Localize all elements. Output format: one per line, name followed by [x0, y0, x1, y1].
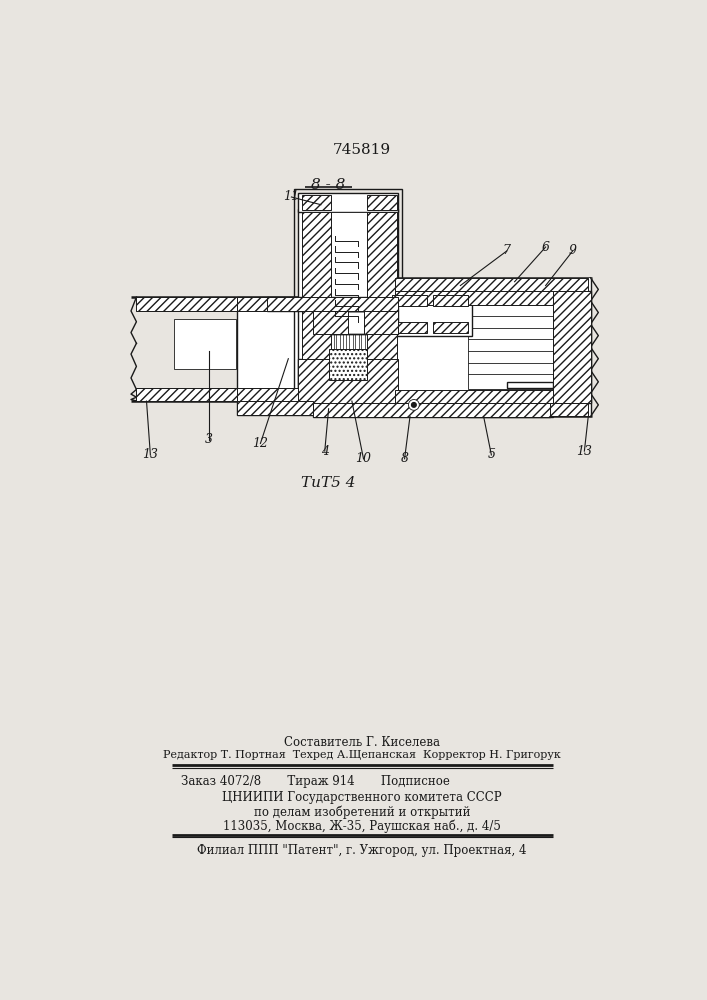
Bar	[298, 193, 398, 212]
Text: 113035, Москва, Ж-35, Раушская наб., д. 4/5: 113035, Москва, Ж-35, Раушская наб., д. …	[223, 819, 501, 833]
Bar	[298, 209, 398, 405]
Text: 9: 9	[568, 244, 577, 257]
Bar	[395, 403, 588, 416]
Bar	[368, 212, 397, 401]
Bar	[298, 359, 398, 405]
Text: 12: 12	[252, 437, 269, 450]
Bar	[237, 401, 313, 415]
Bar	[349, 334, 353, 349]
Bar	[433, 295, 468, 306]
Bar	[301, 212, 331, 401]
Text: 10: 10	[356, 452, 371, 465]
Bar	[237, 388, 313, 401]
Text: 7: 7	[503, 244, 511, 257]
Bar	[368, 212, 397, 401]
Bar	[395, 291, 554, 403]
Bar	[554, 291, 590, 403]
Bar	[330, 334, 334, 349]
Text: 8: 8	[401, 452, 409, 465]
Bar	[368, 195, 397, 210]
Text: Заказ 4072/8       Тираж 914       Подписное: Заказ 4072/8 Тираж 914 Подписное	[182, 774, 450, 788]
Bar	[355, 334, 359, 349]
Bar	[337, 334, 340, 349]
Bar	[327, 332, 370, 401]
Text: Редактор Т. Портная  Техред А.Щепанская  Корректор Н. Григорук: Редактор Т. Портная Техред А.Щепанская К…	[163, 750, 561, 760]
Bar	[313, 403, 549, 417]
Text: по делам изобретений и открытий: по делам изобретений и открытий	[254, 805, 470, 819]
Bar	[331, 212, 368, 401]
Bar	[361, 382, 365, 397]
Bar	[392, 322, 427, 333]
Bar	[468, 389, 554, 417]
Text: 5: 5	[487, 448, 496, 461]
Bar	[301, 195, 331, 210]
Bar	[174, 319, 235, 369]
Bar	[136, 297, 237, 311]
Text: 11: 11	[284, 190, 300, 204]
Bar	[507, 382, 554, 388]
Text: 745819: 745819	[333, 143, 391, 157]
Bar	[313, 403, 549, 417]
Text: ЦНИИПИ Государственного комитета СССР: ЦНИИПИ Государственного комитета СССР	[222, 791, 502, 804]
Text: 6: 6	[542, 241, 549, 254]
Bar	[468, 305, 554, 389]
Text: ΤиТ5 4: ΤиТ5 4	[301, 476, 356, 490]
Bar	[267, 297, 398, 311]
Bar	[330, 382, 334, 397]
Text: 4: 4	[321, 445, 329, 458]
Bar	[349, 382, 353, 397]
Bar	[237, 297, 313, 401]
Bar	[395, 278, 592, 416]
Circle shape	[411, 403, 416, 407]
Text: 13: 13	[142, 448, 158, 461]
Bar	[313, 311, 348, 334]
Bar	[293, 189, 402, 405]
Bar	[329, 349, 368, 380]
Bar	[237, 297, 313, 311]
Bar	[301, 212, 331, 401]
Text: 3: 3	[204, 433, 213, 446]
Bar	[554, 291, 590, 403]
Bar	[363, 311, 398, 334]
Bar	[343, 382, 346, 397]
Bar	[433, 322, 468, 333]
Bar	[391, 293, 472, 336]
Text: 13: 13	[576, 445, 592, 458]
Bar	[337, 382, 340, 397]
Circle shape	[409, 400, 419, 410]
Bar	[361, 334, 365, 349]
Bar	[237, 401, 313, 415]
Bar	[136, 388, 237, 401]
Bar	[392, 295, 427, 306]
Bar	[343, 334, 346, 349]
Bar	[298, 359, 398, 405]
Bar	[313, 311, 398, 334]
Bar	[355, 382, 359, 397]
Bar	[395, 291, 554, 305]
Text: Филиал ППП "Патент", г. Ужгород, ул. Проектная, 4: Филиал ППП "Патент", г. Ужгород, ул. Про…	[197, 844, 527, 857]
Bar	[329, 349, 368, 380]
Bar	[395, 389, 554, 403]
Bar	[267, 297, 398, 311]
Text: Составитель Г. Киселева: Составитель Г. Киселева	[284, 736, 440, 749]
Text: 8 - 8: 8 - 8	[312, 178, 346, 192]
Bar	[395, 278, 588, 291]
